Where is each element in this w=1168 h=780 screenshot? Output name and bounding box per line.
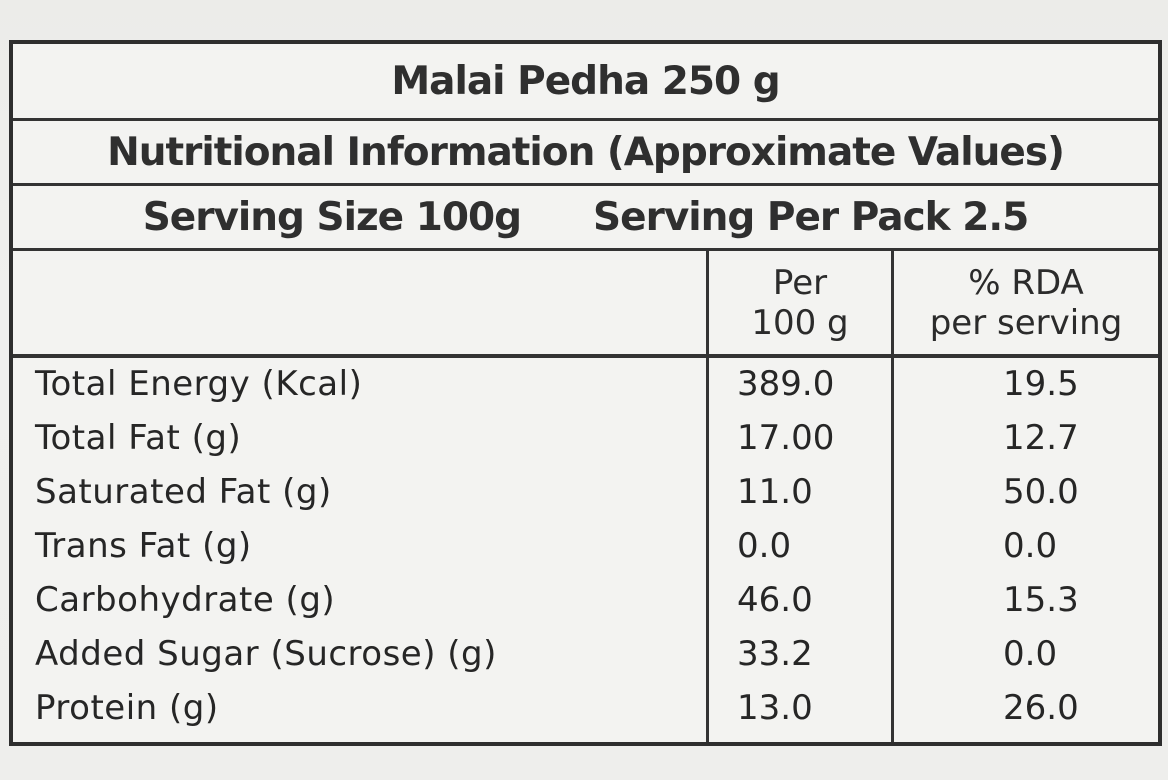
table-row: Carbohydrate (g) 46.0 15.3 [13, 574, 1158, 628]
rda-value: 12.7 [1003, 418, 1079, 458]
rda-header-line2: per serving [929, 302, 1123, 343]
per-header-line1: Per [772, 262, 828, 303]
nutrient-name: Total Energy (Kcal) [35, 364, 363, 404]
per-100g-value: 17.00 [737, 418, 835, 458]
rda-header-line1: % RDA [968, 262, 1084, 303]
rda-value: 26.0 [1003, 688, 1079, 728]
table-row: Saturated Fat (g) 11.0 50.0 [13, 466, 1158, 520]
per-100g-value: 389.0 [737, 364, 835, 404]
nutrient-name: Saturated Fat (g) [35, 472, 332, 512]
nutrient-table-body: Total Energy (Kcal) 389.0 19.5 Total Fat… [13, 358, 1158, 736]
rda-value: 19.5 [1003, 364, 1079, 404]
serving-size: Serving Size 100g [142, 194, 522, 240]
table-row: Total Fat (g) 17.00 12.7 [13, 412, 1158, 466]
column-divider [706, 251, 709, 742]
nutrient-name: Total Fat (g) [35, 418, 242, 458]
per-100g-value: 13.0 [737, 688, 813, 728]
nutrition-info-heading: Nutritional Information (Approximate Val… [13, 121, 1158, 186]
nutrient-name: Protein (g) [35, 688, 219, 728]
rda-value: 15.3 [1003, 580, 1079, 620]
serving-row: Serving Size 100g Serving Per Pack 2.5 [13, 186, 1158, 251]
serving-per-pack: Serving Per Pack 2.5 [593, 194, 1029, 240]
rda-value: 0.0 [1003, 634, 1058, 674]
column-header-row [13, 251, 1158, 358]
rda-value: 50.0 [1003, 472, 1079, 512]
per-100g-value: 0.0 [737, 526, 792, 566]
per-header-line2: 100 g [751, 302, 849, 343]
nutrient-name: Added Sugar (Sucrose) (g) [35, 634, 497, 674]
table-row: Trans Fat (g) 0.0 0.0 [13, 520, 1158, 574]
column-divider [891, 251, 894, 742]
nutrient-name: Trans Fat (g) [35, 526, 252, 566]
rda-header: % RDA per serving [894, 251, 1158, 354]
per-100g-value: 11.0 [737, 472, 813, 512]
table-row: Added Sugar (Sucrose) (g) 33.2 0.0 [13, 628, 1158, 682]
table-row: Protein (g) 13.0 26.0 [13, 682, 1158, 736]
product-title: Malai Pedha 250 g [13, 44, 1158, 121]
per-100g-header: Per 100 g [709, 251, 891, 354]
table-row: Total Energy (Kcal) 389.0 19.5 [13, 358, 1158, 412]
nutrient-name: Carbohydrate (g) [35, 580, 336, 620]
per-100g-value: 46.0 [737, 580, 813, 620]
rda-value: 0.0 [1003, 526, 1058, 566]
per-100g-value: 33.2 [737, 634, 813, 674]
nutrition-label: Malai Pedha 250 g Nutritional Informatio… [9, 40, 1162, 746]
